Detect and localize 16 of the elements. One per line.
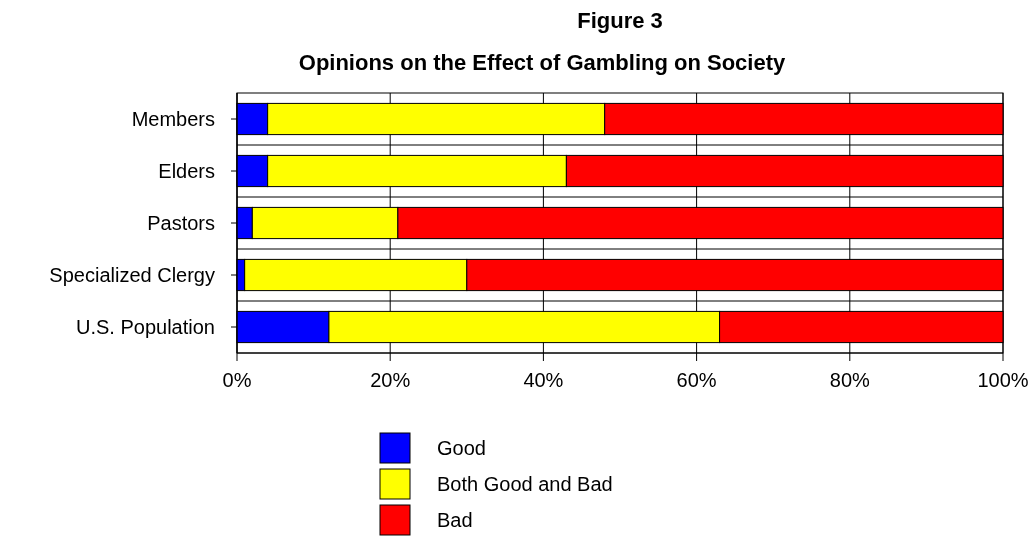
x-tick-label: 80% [829, 369, 871, 391]
y-tick-label: Members [131, 108, 215, 130]
y-tick-label: Specialized Clergy [49, 264, 215, 286]
legend-label: Bad [437, 509, 473, 531]
x-tick-label: 60% [676, 369, 717, 391]
legend-label: Good [437, 437, 486, 459]
chart-title: Figure 3 [577, 8, 663, 33]
y-tick-label: Elders [158, 160, 215, 182]
x-tick-label: 0% [222, 369, 252, 391]
y-tick-label: Pastors [147, 212, 215, 234]
y-tick-label: U.S. Population [76, 316, 215, 338]
chart-subtitle: Opinions on the Effect of Gambling on Society [298, 50, 786, 75]
x-tick-label: 20% [370, 369, 411, 391]
legend-label: Both Good and Bad [437, 473, 613, 495]
x-tick-label: 100% [977, 369, 1029, 391]
x-tick-label: 40% [523, 369, 564, 391]
